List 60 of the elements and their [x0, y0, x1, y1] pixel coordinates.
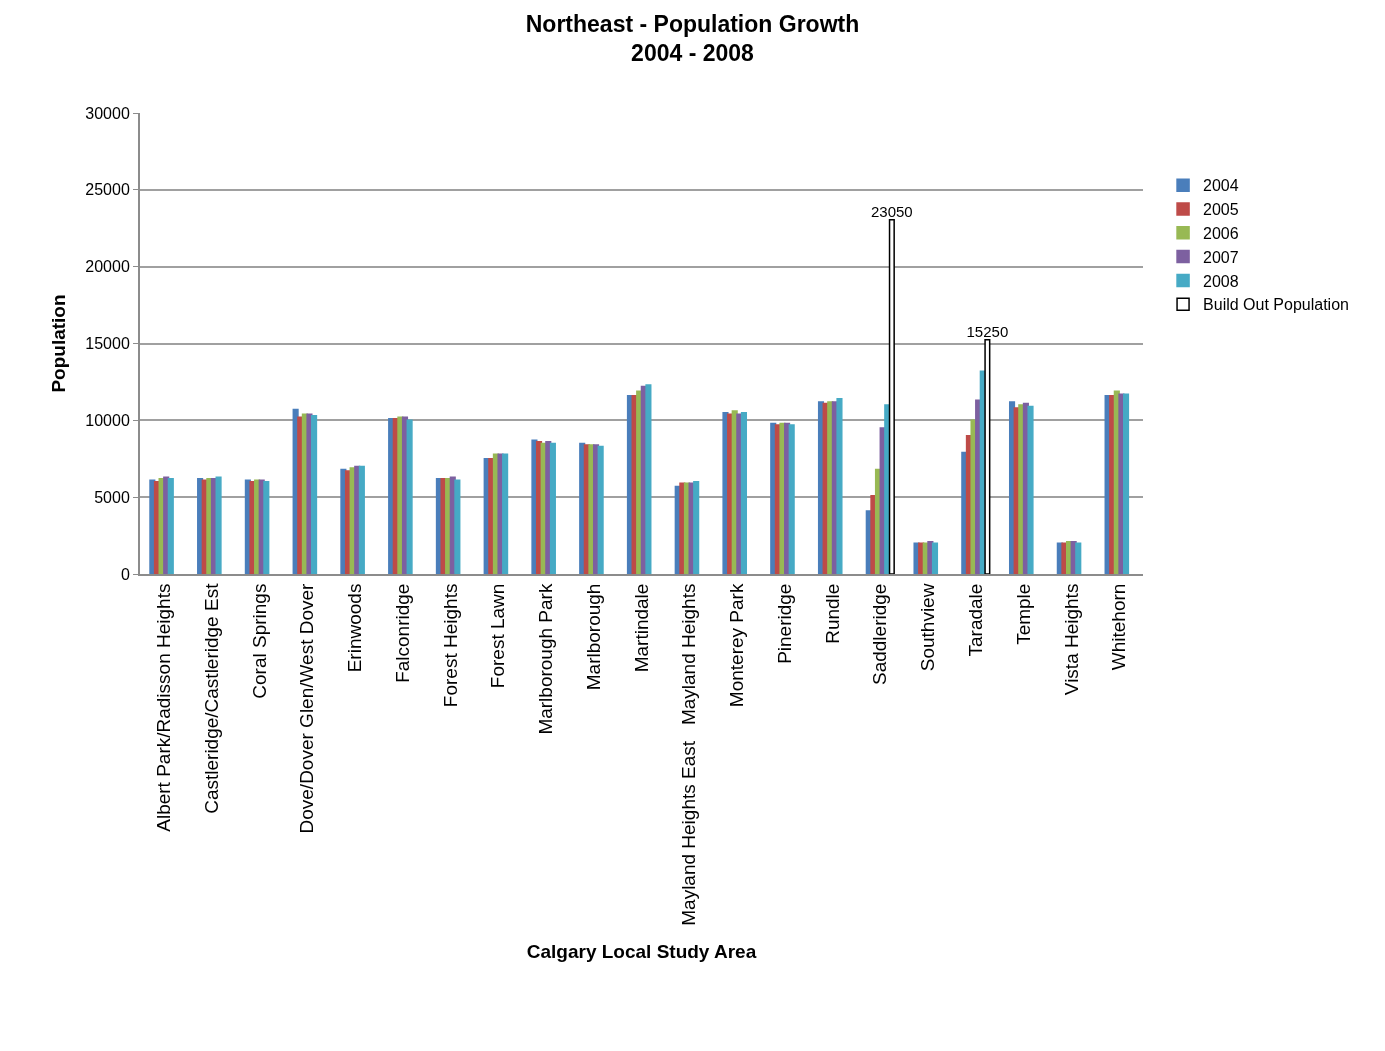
bar [931, 542, 939, 574]
y-tick-label: 0 [120, 565, 130, 583]
x-tick-label: Saddleridge [869, 583, 891, 686]
x-tick-label: Taradale [965, 583, 987, 657]
bar [836, 398, 843, 574]
bar [740, 411, 748, 574]
bar [215, 476, 222, 574]
x-tick-label: Coral Springs [248, 583, 270, 699]
y-axis-title: Population [47, 294, 69, 393]
bar [597, 445, 604, 574]
x-tick-label: Albert Park/Radisson Heights [153, 583, 175, 832]
legend-label: 2006 [1203, 225, 1239, 243]
x-tick-label: Erinwoods [344, 583, 366, 673]
x-tick-label: Castleridge/Castleridge Est [200, 582, 222, 814]
x-tick-label: Whitehorn [1108, 583, 1130, 671]
legend-label: Build Out Population [1203, 296, 1349, 314]
x-tick-label: Rundle [821, 583, 843, 644]
data-label: 15250 [966, 322, 1009, 340]
legend-label: 2007 [1203, 248, 1239, 266]
y-tick-label: 10000 [85, 411, 130, 429]
y-tick-label: 25000 [85, 181, 130, 199]
y-tick-label: 30000 [85, 104, 130, 122]
x-tick-label: Southview [917, 583, 939, 672]
x-tick-label: Forest Lawn [487, 583, 509, 689]
bar [263, 481, 270, 574]
x-tick-label: Forest Heights [439, 583, 461, 708]
bar [788, 424, 795, 574]
chart-title: Northeast - Population Growth 2004 - 2008 [525, 10, 860, 67]
x-tick-label: Marlborough Park [535, 583, 557, 735]
bar [406, 419, 413, 574]
bar [358, 465, 365, 574]
x-tick-label: Dove/Dover Glen/West Dover [296, 582, 318, 834]
x-tick-label: Mayland Heights East Mayland Heights [678, 583, 700, 926]
y-tick-label: 5000 [94, 488, 130, 506]
bar [693, 481, 700, 574]
bar [549, 442, 556, 574]
bar [502, 453, 509, 574]
bar [888, 219, 895, 574]
bar [1075, 542, 1082, 574]
x-tick-label: Temple [1012, 583, 1034, 645]
bar [454, 479, 461, 574]
x-tick-label: Monterey Park [726, 583, 748, 708]
x-axis-title: Calgary Local Study Area [526, 941, 757, 963]
x-tick-label: Falconridge [391, 583, 413, 683]
x-tick-label: Martindale [630, 583, 652, 673]
x-tick-label: Marlborough [582, 583, 604, 691]
y-tick-label: 20000 [85, 258, 130, 276]
bar [984, 338, 991, 574]
bar [645, 384, 652, 574]
bar [167, 477, 174, 574]
legend-label: 2008 [1203, 272, 1239, 290]
data-label: 23050 [870, 202, 913, 220]
y-tick-label: 15000 [85, 335, 130, 353]
x-tick-label: Pineridge [773, 583, 795, 664]
x-tick-label: Vista Heights [1060, 583, 1082, 696]
bar [1122, 393, 1130, 574]
bar [1027, 405, 1034, 574]
bar [311, 414, 318, 574]
legend-label: 2004 [1203, 177, 1239, 195]
legend-label: 2005 [1203, 201, 1239, 219]
